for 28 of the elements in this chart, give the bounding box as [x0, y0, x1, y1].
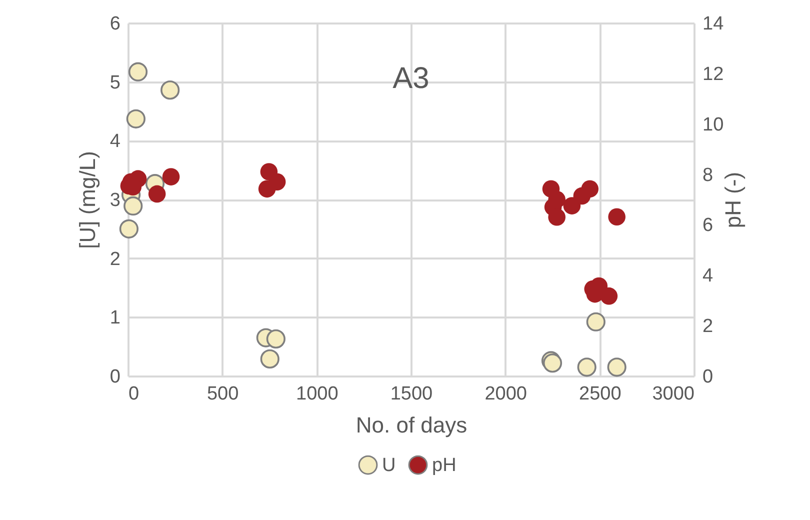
y-tick-label: 1: [110, 308, 120, 329]
x-tick-label: 2000: [484, 384, 527, 404]
y-tick-label: 6: [110, 14, 120, 34]
y2-tick-label: 12: [702, 64, 724, 85]
x-tick-label: 500: [206, 384, 239, 404]
y2-axis-title: pH (-): [720, 172, 746, 228]
y2-tick-label: 2: [702, 316, 714, 338]
y2-tick-label: 14: [702, 14, 724, 34]
y-tick-label: 5: [110, 72, 120, 94]
y-tick-label: 2: [110, 248, 120, 270]
x-tick-label: 2500: [579, 384, 622, 404]
x-tick-label: 1500: [390, 384, 433, 404]
y2-tick-label: 8: [702, 164, 714, 186]
y-axis-title: [U] (mg/L): [74, 151, 100, 249]
x-tick-label: 1000: [296, 384, 338, 404]
y2-tick-label: 6: [702, 215, 714, 236]
y2-tick-label: 0: [702, 366, 714, 388]
legend-label: pH: [432, 455, 456, 476]
x-axis-title: No. of days: [356, 412, 468, 438]
x-tick-label: 3000: [652, 384, 694, 404]
y2-tick-label: 4: [702, 266, 714, 287]
x-tick-label: 0: [128, 384, 140, 404]
y-tick-label: 3: [110, 190, 120, 211]
legend-label: U: [382, 455, 396, 476]
y2-tick-label: 10: [702, 114, 724, 136]
y-tick-label: 0: [110, 366, 120, 388]
text: A3: [392, 62, 430, 95]
y-tick-label: 4: [110, 131, 121, 152]
